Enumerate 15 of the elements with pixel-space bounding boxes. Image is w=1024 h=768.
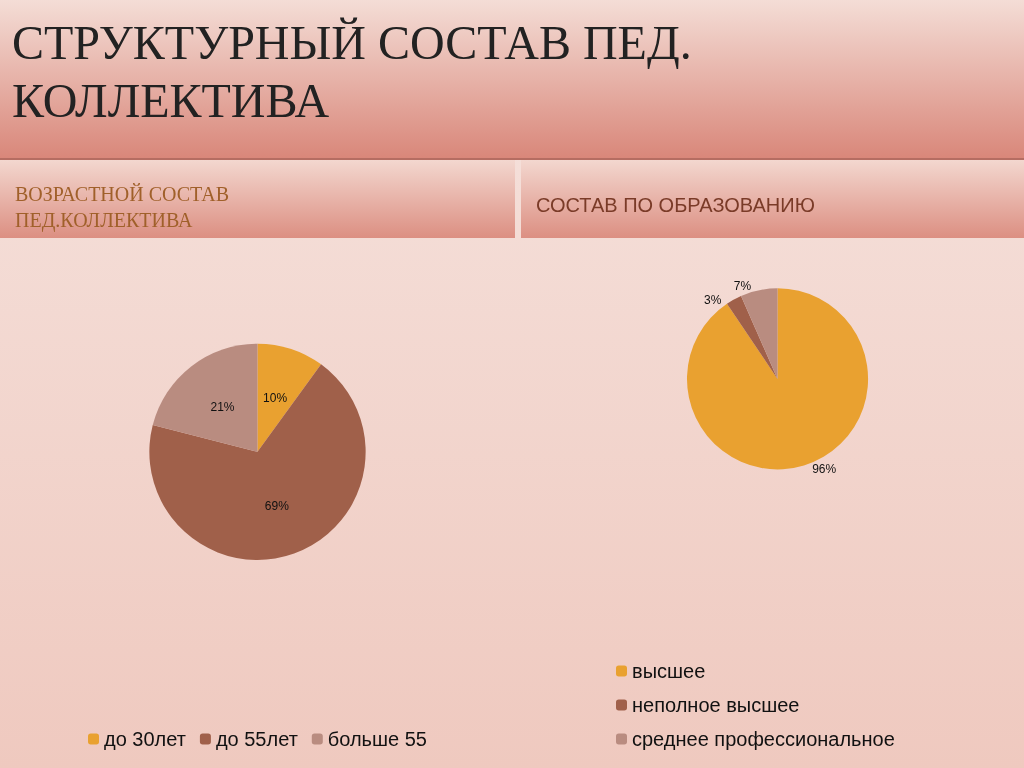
chart-title: СОСТАВ ПО ОБРАЗОВАНИЮ bbox=[536, 194, 815, 216]
legend-label: высшее bbox=[632, 660, 706, 682]
data-label: 96% bbox=[812, 462, 837, 477]
legend-label: больше 55 bbox=[327, 728, 427, 750]
legend-label: неполное высшее bbox=[632, 694, 800, 716]
chart-subtitle: ВОЗРАСТНОЙ СОСТАВ ПЕД.КОЛЛЕКТИВА bbox=[15, 183, 235, 232]
legend-label: среднее профессиональное bbox=[632, 728, 895, 750]
data-label: 7% bbox=[733, 279, 752, 294]
legend-label: до 55лет bbox=[215, 728, 298, 750]
data-label: 21% bbox=[210, 399, 235, 414]
data-label: 69% bbox=[264, 498, 290, 513]
chart-title: СТРУКТУРНЫЙ СОСТАВ ПЕД. КОЛЛЕКТИВА bbox=[12, 15, 693, 129]
data-label: 10% bbox=[263, 390, 288, 405]
legend-label: до 30лет bbox=[104, 728, 186, 750]
data-label: 3% bbox=[704, 293, 722, 308]
